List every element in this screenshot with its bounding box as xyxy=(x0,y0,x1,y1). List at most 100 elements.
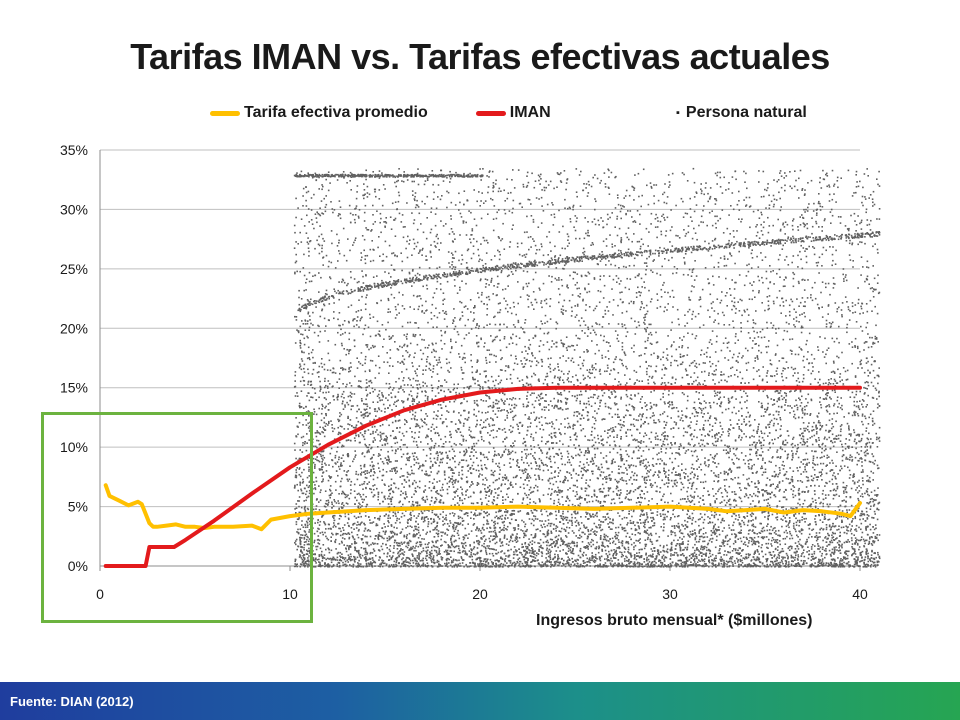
scatter-point xyxy=(613,448,615,450)
scatter-point xyxy=(618,527,620,529)
scatter-point xyxy=(580,424,582,426)
scatter-point xyxy=(861,471,863,473)
scatter-point xyxy=(449,451,451,453)
scatter-point xyxy=(819,551,821,553)
scatter-point xyxy=(668,406,670,408)
scatter-point xyxy=(459,452,461,454)
scatter-point xyxy=(834,548,836,550)
scatter-point xyxy=(358,409,360,411)
scatter-point xyxy=(506,543,508,545)
scatter-point xyxy=(876,439,878,441)
scatter-point xyxy=(861,465,863,467)
scatter-point xyxy=(877,554,879,556)
scatter-point xyxy=(362,555,364,557)
scatter-point xyxy=(848,446,850,448)
scatter-point xyxy=(594,394,596,396)
scatter-point xyxy=(485,547,487,549)
scatter-point xyxy=(785,530,787,532)
scatter-point xyxy=(339,442,341,444)
scatter-point xyxy=(786,478,788,480)
scatter-point xyxy=(463,539,465,541)
scatter-point xyxy=(341,503,343,505)
scatter-point xyxy=(779,472,781,474)
scatter-point xyxy=(423,449,425,451)
scatter-point xyxy=(767,477,769,479)
scatter-point xyxy=(486,468,488,470)
scatter-point xyxy=(443,421,445,423)
scatter-point xyxy=(579,403,581,405)
scatter-point xyxy=(377,434,379,436)
scatter-point xyxy=(821,473,823,475)
scatter-point xyxy=(410,466,412,468)
scatter-point xyxy=(366,536,368,538)
scatter-point xyxy=(369,519,371,521)
scatter-point xyxy=(328,403,330,405)
scatter-point xyxy=(337,461,339,463)
scatter-point xyxy=(551,426,553,428)
scatter-point xyxy=(859,458,861,460)
scatter-point xyxy=(421,544,423,546)
scatter-point xyxy=(342,562,344,564)
scatter-point xyxy=(558,499,560,501)
scatter-point xyxy=(604,418,606,420)
scatter-point xyxy=(859,490,861,492)
scatter-point xyxy=(449,525,451,527)
scatter-point xyxy=(345,497,347,499)
scatter-point xyxy=(843,500,845,502)
scatter-point xyxy=(460,565,462,567)
scatter-point xyxy=(858,480,860,482)
scatter-point xyxy=(759,454,761,456)
scatter-point xyxy=(535,516,537,518)
scatter-point xyxy=(470,496,472,498)
scatter-point xyxy=(664,502,666,504)
scatter-point xyxy=(729,486,731,488)
scatter-point xyxy=(760,468,762,470)
scatter-point xyxy=(836,517,838,519)
scatter-point xyxy=(867,488,869,490)
scatter-point xyxy=(820,457,822,459)
scatter-point xyxy=(442,511,444,513)
scatter-point xyxy=(363,499,365,501)
scatter-point xyxy=(864,446,866,448)
scatter-point xyxy=(803,471,805,473)
scatter-point xyxy=(482,479,484,481)
scatter-point xyxy=(334,515,336,517)
scatter-point xyxy=(538,468,540,470)
scatter-point xyxy=(724,500,726,502)
scatter-point xyxy=(494,530,496,532)
scatter-point xyxy=(493,531,495,533)
scatter-point xyxy=(604,430,606,432)
scatter-point xyxy=(315,508,317,510)
scatter-point xyxy=(870,508,872,510)
scatter-point xyxy=(428,523,430,525)
scatter-point xyxy=(660,399,662,401)
scatter-point xyxy=(817,464,819,466)
scatter-point xyxy=(636,419,638,421)
scatter-point xyxy=(412,403,414,405)
scatter-point xyxy=(825,548,827,550)
scatter-point xyxy=(490,535,492,537)
scatter-point xyxy=(448,411,450,413)
scatter-point xyxy=(867,494,869,496)
scatter-point xyxy=(596,465,598,467)
scatter-point xyxy=(735,548,737,550)
scatter-point xyxy=(587,548,589,550)
scatter-point xyxy=(787,456,789,458)
scatter-point xyxy=(652,512,654,514)
scatter-point xyxy=(341,426,343,428)
scatter-point xyxy=(774,471,776,473)
scatter-point xyxy=(428,428,430,430)
scatter-point xyxy=(467,537,469,539)
scatter-point xyxy=(866,508,868,510)
scatter-point xyxy=(668,390,670,392)
scatter-point xyxy=(526,531,528,533)
scatter-point xyxy=(866,388,868,390)
scatter-point xyxy=(648,564,650,566)
scatter-point xyxy=(321,475,323,477)
scatter-point xyxy=(803,513,805,515)
scatter-point xyxy=(672,500,674,502)
scatter-point xyxy=(371,461,373,463)
scatter-point xyxy=(485,539,487,541)
scatter-point xyxy=(585,512,587,514)
scatter-point xyxy=(557,554,559,556)
